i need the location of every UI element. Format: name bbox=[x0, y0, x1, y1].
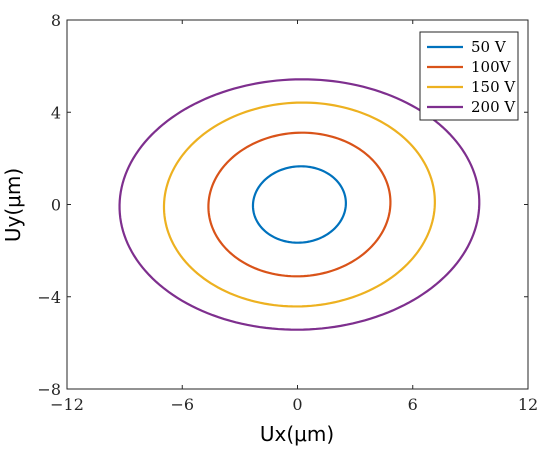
legend: 50 V 100V 150 V 200 V bbox=[419, 31, 519, 121]
y-tick-label: 0 bbox=[51, 196, 61, 215]
series-line-4 bbox=[118, 78, 481, 331]
x-tick-label: −12 bbox=[50, 395, 84, 414]
y-axis-label: Uy(μm) bbox=[1, 168, 25, 242]
axis-ticks: −12 −6 0 6 12 −8 −4 0 4 8 bbox=[37, 11, 538, 414]
legend-label: 50 V bbox=[471, 38, 507, 56]
series-line-3 bbox=[162, 101, 436, 308]
y-tick-label: −8 bbox=[37, 380, 61, 399]
x-tick-label: 0 bbox=[292, 395, 302, 414]
legend-label: 150 V bbox=[471, 78, 516, 96]
series-group bbox=[118, 78, 481, 331]
y-tick-label: 8 bbox=[51, 11, 61, 30]
legend-label: 200 V bbox=[471, 98, 516, 116]
x-tick-label: 12 bbox=[518, 395, 538, 414]
x-tick-label: 6 bbox=[408, 395, 418, 414]
series-line-2 bbox=[207, 131, 392, 278]
x-tick-label: −6 bbox=[170, 395, 194, 414]
x-axis-label: Ux(μm) bbox=[260, 422, 334, 446]
y-tick-label: −4 bbox=[37, 288, 61, 307]
y-tick-label: 4 bbox=[51, 103, 61, 122]
legend-label: 100V bbox=[471, 58, 512, 76]
series-line-1 bbox=[251, 165, 347, 244]
